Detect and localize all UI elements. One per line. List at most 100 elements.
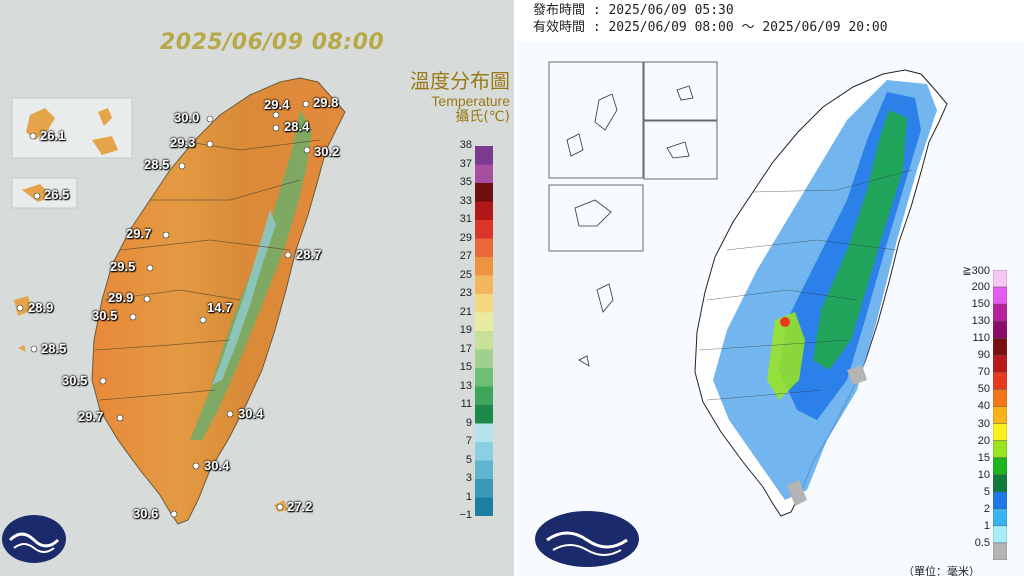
rainfall-color-swatch xyxy=(993,525,1007,544)
issued-time: 發布時間 : 2025/06/09 05:30 xyxy=(533,3,734,18)
station-label: 30.5 xyxy=(62,373,88,388)
temperature-tick-label: 33 xyxy=(459,194,472,207)
temperature-tick-label: 1 xyxy=(465,490,472,503)
rainfall-tick-label: 0.5 xyxy=(974,536,990,549)
temperature-color-swatch xyxy=(475,349,493,369)
temperature-color-swatch xyxy=(475,331,493,350)
temperature-color-swatch xyxy=(475,405,493,424)
rainfall-color-swatch xyxy=(993,320,1007,339)
rainfall-color-swatch xyxy=(993,389,1007,407)
temperature-color-swatch xyxy=(475,479,493,498)
temperature-color-swatch xyxy=(475,423,493,443)
temperature-color-swatch xyxy=(475,238,493,258)
rainfall-color-swatch xyxy=(993,508,1007,527)
rainfall-unit-note: （單位：毫米） xyxy=(903,565,980,576)
temperature-color-swatch xyxy=(475,164,493,184)
rainfall-color-swatch xyxy=(993,474,1007,492)
rain-county-boundaries xyxy=(698,169,913,401)
rainfall-tick-label: 130 xyxy=(971,315,990,328)
station-label: 30.4 xyxy=(238,406,264,421)
rainfall-color-swatch xyxy=(993,440,1007,458)
temperature-tick-label: 25 xyxy=(459,268,472,281)
rainfall-map-graphic xyxy=(535,61,948,567)
station-label: 29.9 xyxy=(108,290,134,305)
temperature-tick-label: 35 xyxy=(459,176,472,188)
station-label: 28.4 xyxy=(284,119,310,134)
station-label: 29.7 xyxy=(126,226,152,241)
station-label: 26.5 xyxy=(44,187,70,202)
temperature-tick-label: 11 xyxy=(460,398,472,410)
rainfall-tick-label: 200 xyxy=(971,281,990,294)
station-label: 26.1 xyxy=(40,128,66,143)
temperature-legend-title: 溫度分布圖 Temperature 攝氏(℃) xyxy=(410,70,510,126)
rainfall-color-swatch xyxy=(993,270,1007,288)
station-label: 28.5 xyxy=(41,341,67,356)
station-label: 27.2 xyxy=(287,499,313,514)
panel-divider xyxy=(514,0,517,576)
temperature-tick-label: 7 xyxy=(465,435,472,447)
rainfall-tick-label: 10 xyxy=(977,468,990,481)
rainfall-colorbar xyxy=(993,270,1007,560)
station-label: 30.0 xyxy=(174,110,200,125)
rainfall-tick-label: 90 xyxy=(977,349,990,362)
temperature-tick-label: 27 xyxy=(459,250,472,262)
temperature-tick-label: 21 xyxy=(459,305,472,318)
rainfall-tick-label: 70 xyxy=(977,366,990,379)
legend-unit: 攝氏(℃) xyxy=(455,109,510,126)
valid-time: 有效時間 : 2025/06/09 08:00 ～ 2025/06/09 20:… xyxy=(533,20,888,35)
temperature-colorbar xyxy=(475,146,493,516)
temperature-color-swatch xyxy=(475,183,493,202)
station-label: 28.9 xyxy=(28,300,54,315)
temperature-tick-label: 17 xyxy=(459,342,472,355)
rainfall-color-swatch xyxy=(993,303,1007,322)
rainfall-tick-label: 5 xyxy=(983,485,990,498)
temperature-timestamp: 2025/06/09 08:00 xyxy=(160,30,385,55)
rainfall-tick-label: 1 xyxy=(983,519,990,532)
temperature-color-swatch xyxy=(475,460,493,480)
station-label: 14.7 xyxy=(207,300,233,315)
rain-area-heavy xyxy=(813,110,907,370)
temperature-color-swatch xyxy=(475,257,493,276)
temperature-color-swatch xyxy=(475,497,493,516)
rainfall-tick-label: ≧300 xyxy=(962,265,990,277)
rainfall-tick-label: 30 xyxy=(977,417,990,430)
county-boundaries xyxy=(94,139,321,401)
station-label: 29.5 xyxy=(110,259,136,274)
temperature-map-graphic xyxy=(2,77,346,563)
rainfall-color-swatch xyxy=(993,286,1007,305)
temperature-tick-label: 15 xyxy=(459,361,472,373)
rainfall-color-swatch xyxy=(993,355,1007,373)
station-label: 30.5 xyxy=(92,308,118,323)
rainfall-color-swatch xyxy=(993,423,1007,441)
rainfall-tick-label: 40 xyxy=(977,400,990,413)
rainfall-header: 發布時間 : 2025/06/09 05:30 有效時間 : 2025/06/0… xyxy=(533,2,888,36)
temperature-tick-label: 31 xyxy=(459,213,472,225)
station-label: 28.7 xyxy=(296,247,322,262)
rainfall-color-swatch xyxy=(993,491,1007,510)
temperature-tick-label: 29 xyxy=(459,231,472,244)
temperature-tick-label: −1 xyxy=(459,509,472,521)
rainfall-tick-label: 50 xyxy=(977,383,990,396)
station-label: 29.4 xyxy=(264,97,290,112)
temperature-color-swatch xyxy=(475,368,493,387)
station-label: 29.3 xyxy=(170,135,196,150)
temperature-color-swatch xyxy=(475,146,493,165)
station-label: 30.6 xyxy=(133,506,159,521)
temperature-color-swatch xyxy=(475,201,493,221)
rainfall-map-panel: 發布時間 : 2025/06/09 05:30 有效時間 : 2025/06/0… xyxy=(517,0,1024,576)
rainfall-tick-label: 110 xyxy=(972,332,990,345)
rainfall-tick-label: 150 xyxy=(971,298,990,311)
temperature-tick-label: 38 xyxy=(459,139,472,151)
rainfall-color-swatch xyxy=(993,372,1007,390)
temperature-tick-label: 23 xyxy=(459,287,472,299)
temperature-color-swatch xyxy=(475,312,493,332)
rainfall-color-swatch xyxy=(993,338,1007,356)
rainfall-tick-label: 20 xyxy=(977,434,990,447)
temperature-tick-label: 19 xyxy=(459,324,472,336)
station-label: 30.2 xyxy=(314,144,340,159)
temperature-color-swatch xyxy=(475,442,493,461)
rainfall-tick-label: 2 xyxy=(983,502,990,515)
cwa-logo xyxy=(2,515,66,563)
temperature-tick-label: 3 xyxy=(465,472,472,484)
